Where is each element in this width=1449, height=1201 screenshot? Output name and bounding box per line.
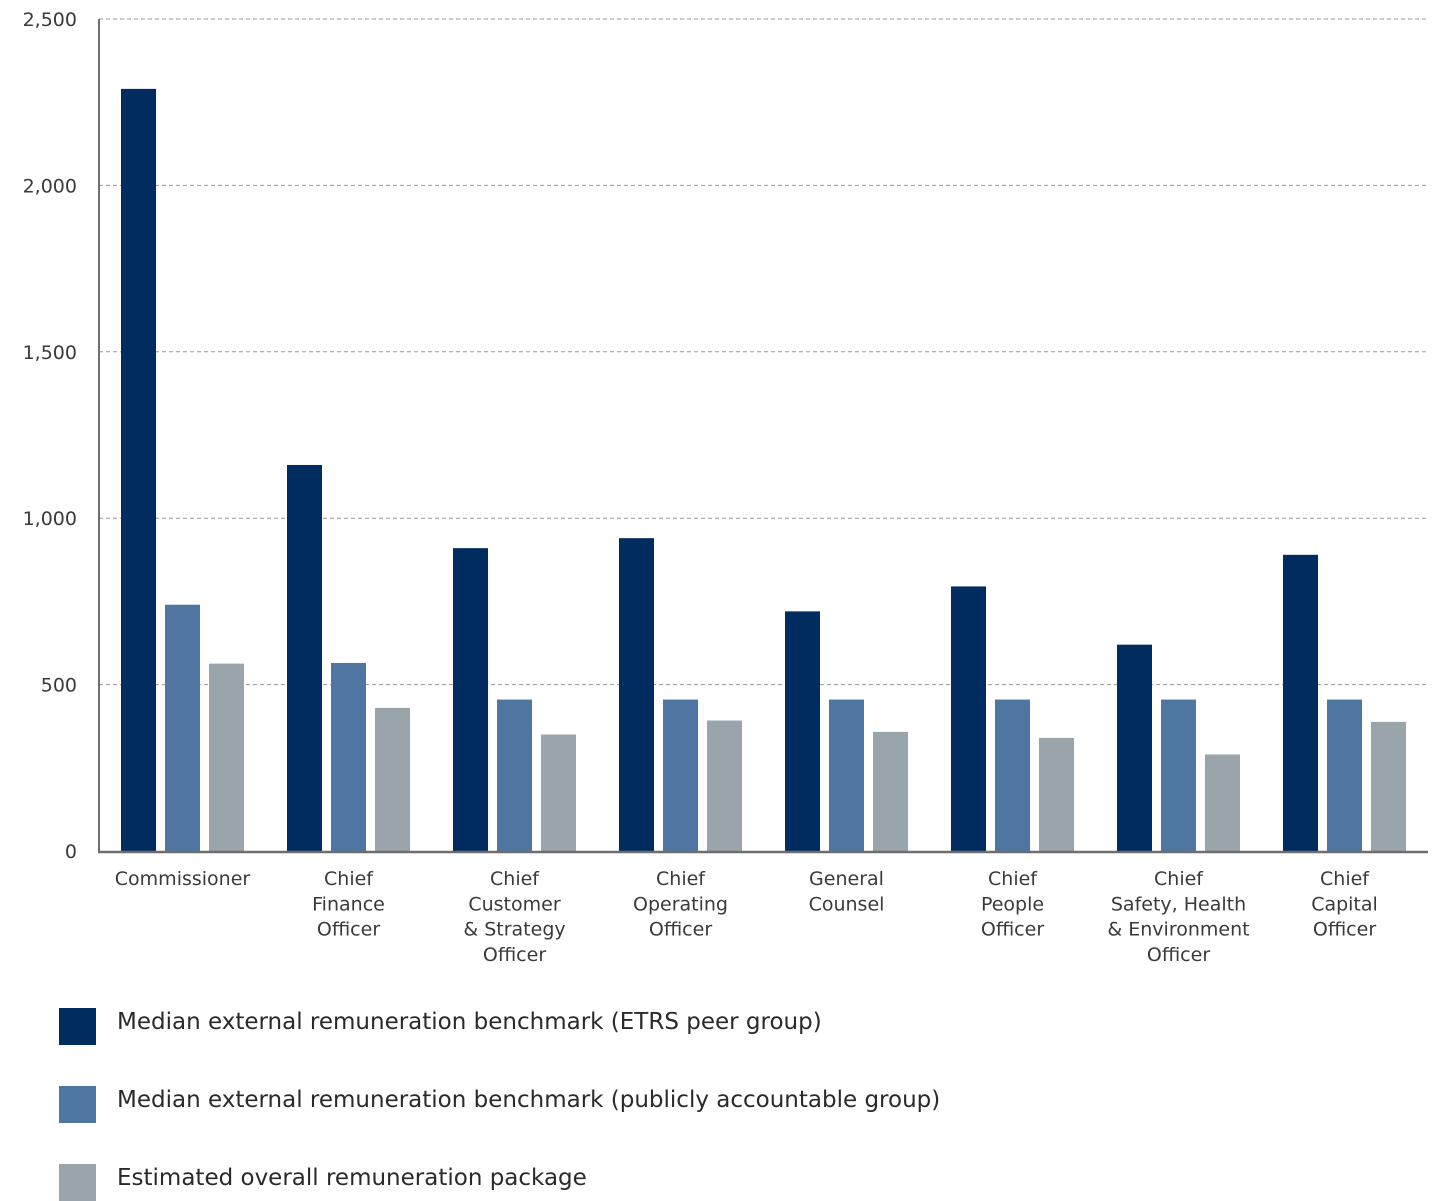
bar-series2-3 xyxy=(497,699,532,851)
x-category-label: General Counsel xyxy=(809,868,885,915)
bar-series1-3 xyxy=(453,548,488,851)
gridlines xyxy=(99,18,1428,686)
x-category-label: Chief Finance Officer xyxy=(312,868,385,941)
bar-series3-4 xyxy=(707,720,742,851)
y-tick-label: 500 xyxy=(41,675,77,697)
bar-series3-7 xyxy=(1205,754,1240,851)
x-category-label: Chief Capital Officer xyxy=(1311,868,1378,941)
bar-series1-1 xyxy=(121,88,156,851)
bar-series2-8 xyxy=(1327,699,1362,851)
x-category-label: Commissioner xyxy=(115,868,251,890)
bar-series1-6 xyxy=(951,586,986,851)
legend-swatch-etrs xyxy=(59,1008,96,1045)
bar-series3-5 xyxy=(873,731,908,851)
y-tick-label: 0 xyxy=(65,841,77,863)
bar-series3-6 xyxy=(1039,737,1074,851)
bar-series1-8 xyxy=(1283,554,1318,851)
legend-label-public: Median external remuneration benchmark (… xyxy=(117,1087,941,1113)
bar-series2-2 xyxy=(331,662,366,851)
y-tick-label: 1,500 xyxy=(23,342,77,364)
bar-series2-4 xyxy=(663,699,698,851)
x-axis-labels: Commissioner Chief Finance Officer Chief Cust… xyxy=(115,868,1378,966)
bar-series1-7 xyxy=(1117,644,1152,851)
bar-series3-3 xyxy=(541,734,576,851)
bar-series3-1 xyxy=(209,663,244,851)
x-category-label: Chief Operating Officer xyxy=(633,868,728,941)
y-tick-label: 1,000 xyxy=(23,508,77,530)
bar-series1-2 xyxy=(287,464,322,851)
x-category-label: Chief People Officer xyxy=(981,868,1044,941)
bar-series2-5 xyxy=(829,699,864,851)
bar-series3-2 xyxy=(375,707,410,851)
legend-label-estimated: Estimated overall remuneration package xyxy=(117,1165,587,1191)
bar-series2-6 xyxy=(995,699,1030,851)
bars xyxy=(121,88,1406,851)
axes xyxy=(98,19,1428,854)
bar-series1-5 xyxy=(785,611,820,851)
bar-series2-1 xyxy=(165,604,200,851)
y-tick-label: 2,000 xyxy=(23,175,77,197)
legend-swatch-public xyxy=(59,1086,96,1123)
y-tick-label: 2,500 xyxy=(23,9,77,31)
x-category-label: Chief Safety, Health & Environment Officer xyxy=(1107,868,1249,966)
y-axis-ticks: 0 500 1,000 1,500 2,000 2,500 xyxy=(23,9,77,863)
bar-chart: 0 500 1,000 1,500 2,000 2,500 Commissioner Chi… xyxy=(23,9,1428,966)
bar-series3-8 xyxy=(1371,721,1406,851)
x-category-label: Chief Customer & Strategy Officer xyxy=(463,868,565,966)
legend-swatch-estimated xyxy=(59,1164,96,1201)
legend-label-etrs: Median external remuneration benchmark (… xyxy=(117,1009,822,1035)
bar-series2-7 xyxy=(1161,699,1196,851)
bar-series1-4 xyxy=(619,538,654,851)
